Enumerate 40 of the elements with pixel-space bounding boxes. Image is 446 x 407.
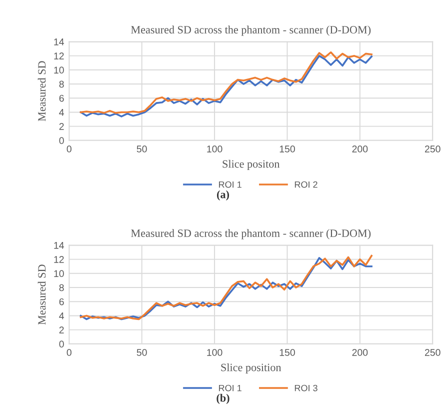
y-tick-label: 6 xyxy=(59,94,64,102)
y-tick-label: 12 xyxy=(54,256,64,263)
y-tick-label: 4 xyxy=(59,312,64,320)
x-tick-label: 0 xyxy=(66,349,72,356)
y-tick-label: 2 xyxy=(59,326,64,334)
y-tick-label: 14 xyxy=(54,242,64,249)
legend-label: ROI 1 xyxy=(219,181,242,188)
x-tick-label: 250 xyxy=(425,349,440,356)
y-tick-label: 12 xyxy=(54,52,64,60)
x-axis-title: Slice positon xyxy=(222,160,280,170)
y-tick-label: 8 xyxy=(59,80,64,88)
y-tick-label: 8 xyxy=(59,284,64,292)
legend-label: ROI 3 xyxy=(294,384,318,392)
y-axis-title: Measured SD xyxy=(38,264,46,325)
y-tick-label: 0 xyxy=(59,340,64,348)
x-axis-title: Slice position xyxy=(221,363,282,374)
x-tick-label: 250 xyxy=(425,146,440,152)
x-tick-label: 0 xyxy=(66,146,72,152)
x-tick-label: 200 xyxy=(352,146,368,152)
x-tick-label: 50 xyxy=(136,349,147,356)
text: (b) xyxy=(216,394,230,404)
x-tick-label: 150 xyxy=(280,349,295,356)
x-tick-label: 100 xyxy=(207,146,222,152)
x-tick-label: 100 xyxy=(207,349,222,356)
y-tick-label: 4 xyxy=(59,109,64,116)
y-tick-label: 2 xyxy=(59,123,64,130)
legend-label: ROI 1 xyxy=(219,384,242,392)
text: (a) xyxy=(217,190,229,200)
y-tick-label: 6 xyxy=(59,298,64,306)
y-tick-label: 10 xyxy=(54,270,64,278)
y-tick-label: 14 xyxy=(54,38,64,46)
y-tick-label: 10 xyxy=(54,66,64,74)
legend-label: ROI 2 xyxy=(294,181,318,188)
chart-title: Measured SD across the phantom - scanner (D-DOM) xyxy=(131,26,371,36)
chart-title: Measured SD across the phantom - scanner (D-DOM) xyxy=(131,229,371,240)
y-axis-title: Measured SD xyxy=(38,61,46,122)
x-tick-label: 50 xyxy=(136,146,147,152)
x-tick-label: 150 xyxy=(280,146,295,152)
y-tick-label: 0 xyxy=(59,137,64,144)
x-tick-label: 200 xyxy=(352,349,368,356)
